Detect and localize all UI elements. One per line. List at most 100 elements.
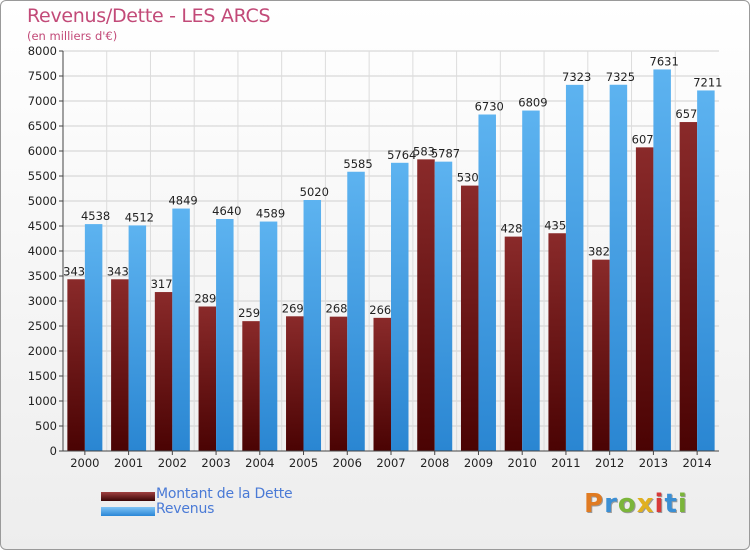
value-label-dette: 530 xyxy=(457,171,479,185)
legend-swatch-revenus xyxy=(101,507,155,516)
value-label-revenus: 5585 xyxy=(343,157,372,171)
x-tick-label: 2003 xyxy=(201,456,230,470)
x-tick-label: 2001 xyxy=(114,456,143,470)
bar-dette xyxy=(286,316,304,451)
bar-dette xyxy=(635,147,654,451)
x-tick-label: 2011 xyxy=(551,456,580,470)
value-label-dette: 657 xyxy=(675,107,697,121)
x-tick-label: 2008 xyxy=(420,456,449,470)
y-tick-label: 4000 xyxy=(28,244,57,258)
bar-dette xyxy=(592,259,610,451)
bar-revenus xyxy=(84,224,103,451)
value-label-dette: 268 xyxy=(326,302,348,316)
value-label-revenus: 5020 xyxy=(300,185,329,199)
y-tick-label: 1000 xyxy=(28,394,57,408)
value-label-dette: 289 xyxy=(194,292,216,306)
x-tick-label: 2012 xyxy=(595,456,624,470)
x-tick-label: 2010 xyxy=(508,456,537,470)
legend-label-dette: Montant de la Dette xyxy=(156,486,293,502)
bar-revenus xyxy=(565,84,584,451)
bar-dette xyxy=(154,292,173,451)
axes: 0 500 1000 1500 2000 2500 3000 3500 4000 4500 5000… xyxy=(28,44,719,470)
x-tick-label: 2013 xyxy=(639,456,668,470)
bar-dette xyxy=(548,233,566,451)
bar-dette xyxy=(679,122,698,452)
y-tick-label: 7000 xyxy=(28,94,57,108)
bar-dette xyxy=(329,316,348,451)
y-tick-label: 4500 xyxy=(28,219,57,233)
value-label-revenus: 4512 xyxy=(125,210,154,224)
value-label-dette: 607 xyxy=(632,132,654,146)
x-tick-label: 2014 xyxy=(682,456,711,470)
y-tick-label: 3500 xyxy=(28,269,57,283)
value-label-dette: 583 xyxy=(413,144,435,158)
value-label-revenus: 7323 xyxy=(562,70,591,84)
y-tick-label: 8000 xyxy=(28,44,57,58)
value-label-revenus: 7325 xyxy=(606,70,635,84)
bars xyxy=(67,69,715,452)
bar-revenus xyxy=(609,84,628,451)
bar-revenus xyxy=(172,208,190,451)
legend-swatch-dette xyxy=(101,492,155,501)
value-labels: 343 4538 343 4512 317 4849 289 4640 259 4589 269 50… xyxy=(63,54,722,320)
y-tick-label: 1500 xyxy=(28,369,57,383)
proxiti-logo: Proxiti xyxy=(584,489,688,519)
x-tick-label: 2006 xyxy=(333,456,362,470)
value-label-revenus: 7631 xyxy=(650,54,679,68)
value-label-dette: 266 xyxy=(369,303,391,317)
bar-dette xyxy=(460,185,479,451)
x-tick-label: 2009 xyxy=(464,456,493,470)
x-tick-label: 2007 xyxy=(376,456,405,470)
bar-revenus xyxy=(216,219,234,451)
x-tick-label: 2004 xyxy=(245,456,274,470)
bar-revenus xyxy=(653,69,671,451)
chart-title: Revenus/Dette - LES ARCS xyxy=(27,5,271,27)
bar-revenus xyxy=(478,114,496,451)
bar-dette xyxy=(67,279,85,451)
value-label-dette: 382 xyxy=(588,245,610,259)
y-tick-label: 500 xyxy=(35,419,57,433)
bar-revenus xyxy=(259,221,278,451)
x-tick-label: 2005 xyxy=(289,456,318,470)
bar-revenus xyxy=(128,225,147,451)
y-tick-label: 2500 xyxy=(28,319,57,333)
value-label-revenus: 7211 xyxy=(693,75,722,89)
y-tick-label: 5000 xyxy=(28,194,57,208)
y-tick-label: 2000 xyxy=(28,344,57,358)
y-tick-label: 0 xyxy=(50,444,57,458)
value-label-dette: 428 xyxy=(500,222,522,236)
bar-revenus xyxy=(347,171,365,451)
value-label-revenus: 5764 xyxy=(387,148,416,162)
bar-revenus xyxy=(391,162,409,452)
y-tick-label: 5500 xyxy=(28,169,57,183)
x-tick-label: 2002 xyxy=(158,456,187,470)
value-label-revenus: 4589 xyxy=(256,207,285,221)
value-label-revenus: 4849 xyxy=(168,194,197,208)
value-label-dette: 317 xyxy=(151,277,173,291)
value-label-dette: 435 xyxy=(544,218,566,232)
value-label-revenus: 4640 xyxy=(212,204,241,218)
bar-revenus xyxy=(303,200,322,451)
value-label-dette: 269 xyxy=(282,301,304,315)
bar-dette xyxy=(373,317,391,451)
bar-dette xyxy=(504,236,523,451)
bar-dette xyxy=(417,159,435,451)
x-tick-label: 2000 xyxy=(70,456,99,470)
y-tick-label: 7500 xyxy=(28,69,57,83)
chart-subtitle: (en milliers d'€) xyxy=(27,29,118,43)
legend-label-revenus: Revenus xyxy=(156,501,215,517)
value-label-dette: 343 xyxy=(63,264,85,278)
value-label-revenus: 6809 xyxy=(518,96,547,110)
bar-revenus xyxy=(434,161,453,451)
bar-dette xyxy=(242,321,260,451)
value-label-revenus: 5787 xyxy=(431,147,460,161)
bar-revenus xyxy=(522,110,540,452)
y-tick-label: 6500 xyxy=(28,119,57,133)
bar-dette xyxy=(198,306,217,451)
value-label-revenus: 6730 xyxy=(475,100,504,114)
bar-dette xyxy=(111,279,129,451)
y-tick-label: 3000 xyxy=(28,294,57,308)
value-label-dette: 343 xyxy=(107,264,129,278)
